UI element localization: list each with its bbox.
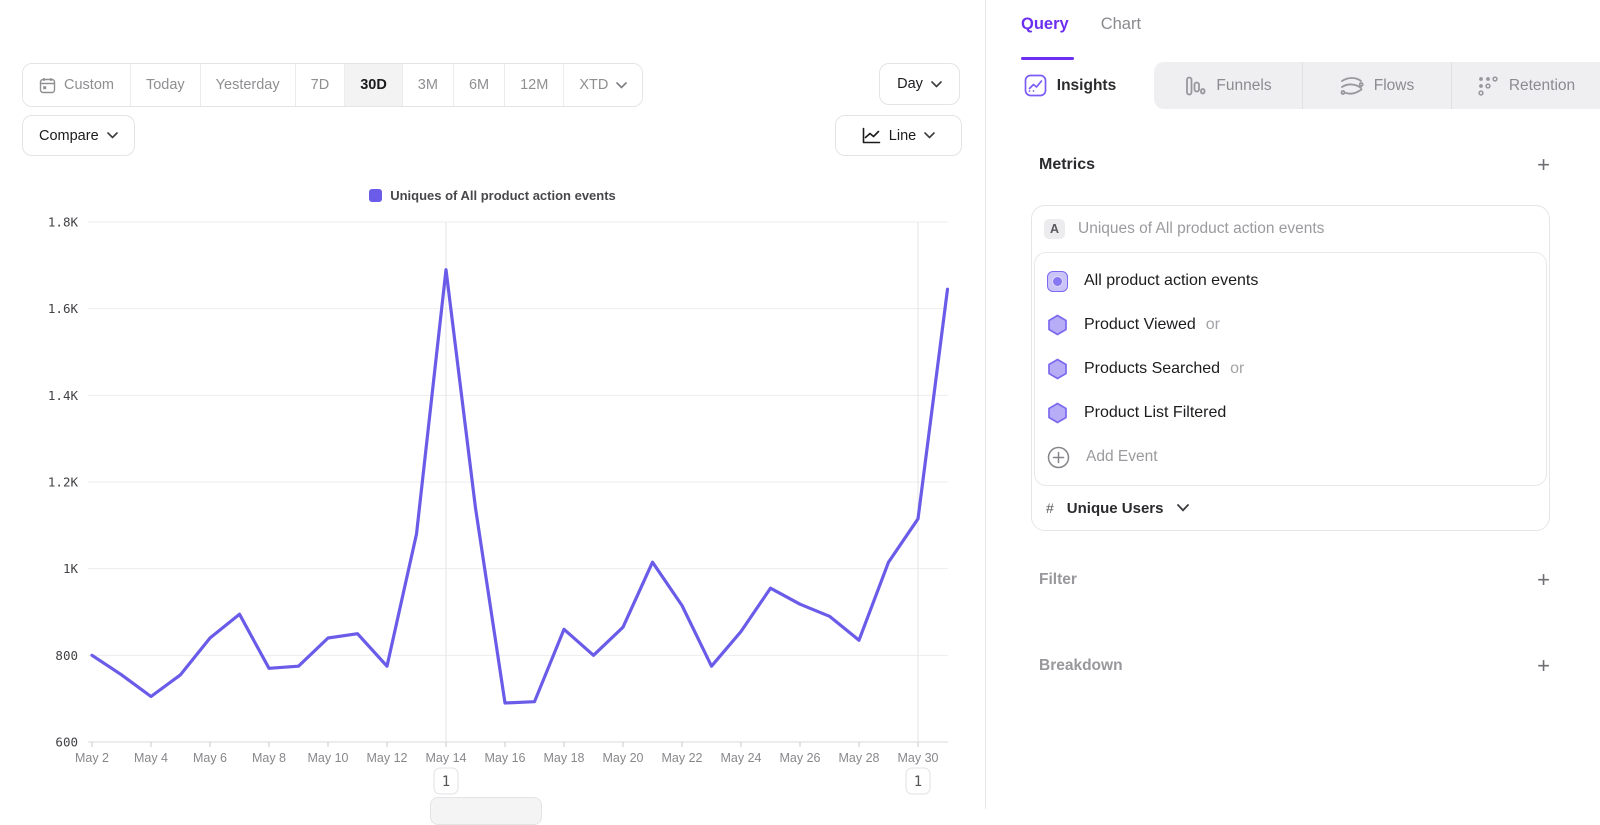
add-breakdown-icon[interactable]: + (1537, 653, 1550, 678)
report-type-tabs: Insights Funnels Flows (986, 62, 1600, 109)
add-metric-icon[interactable]: + (1537, 152, 1550, 177)
chart-type-button[interactable]: Line (835, 115, 962, 156)
add-filter-icon[interactable]: + (1537, 567, 1550, 592)
filter-title: Filter (1039, 571, 1077, 588)
calendar-icon (39, 77, 56, 93)
measurement-selector[interactable]: # Unique Users (1034, 486, 1547, 530)
chevron-down-icon (931, 80, 942, 88)
active-tab-underline (1021, 57, 1074, 60)
svg-text:May 4: May 4 (134, 751, 168, 765)
insights-icon (1024, 74, 1047, 97)
range-xtd[interactable]: XTD (563, 64, 643, 106)
tab-label: Insights (1056, 76, 1117, 94)
event-hexagon-icon (1048, 314, 1067, 336)
all-events-icon (1047, 270, 1068, 292)
svg-text:May 16: May 16 (485, 751, 526, 765)
range-today[interactable]: Today (129, 64, 200, 106)
svg-text:1.6K: 1.6K (48, 301, 79, 316)
svg-text:600: 600 (55, 735, 78, 750)
chevron-down-icon (106, 132, 118, 139)
svg-text:May 2: May 2 (75, 751, 109, 765)
chevron-down-icon (1176, 504, 1189, 512)
tab-funnels[interactable]: Funnels (1154, 62, 1302, 109)
event-list: All product action events Product Viewed… (1034, 252, 1547, 486)
tab-label: Funnels (1216, 76, 1272, 94)
breakdown-title: Breakdown (1039, 657, 1123, 674)
svg-text:1: 1 (914, 774, 922, 790)
compare-button[interactable]: Compare (22, 115, 135, 156)
range-3m[interactable]: 3M (401, 64, 453, 106)
tab-query[interactable]: Query (1021, 15, 1069, 33)
filter-header: Filter + (1031, 567, 1550, 592)
bottom-partial-control[interactable] (430, 797, 542, 825)
range-custom[interactable]: Custom (23, 64, 130, 106)
svg-text:1K: 1K (63, 561, 79, 576)
event-row[interactable]: Product List Filtered (1035, 391, 1546, 435)
metric-card: A Uniques of All product action events A… (1031, 205, 1550, 531)
svg-text:May 20: May 20 (603, 751, 644, 765)
chart-area: Custom Today Yesterday 7D 30D 3M 6M 12M … (0, 0, 985, 825)
retention-icon (1478, 75, 1498, 96)
tab-label: Retention (1508, 76, 1576, 94)
svg-text:May 30: May 30 (898, 751, 939, 765)
event-hexagon-icon (1048, 402, 1067, 424)
date-range-picker: Custom Today Yesterday 7D 30D 3M 6M 12M … (22, 63, 644, 107)
svg-text:May 26: May 26 (780, 751, 821, 765)
svg-text:1.8K: 1.8K (48, 215, 79, 230)
query-panel: Query Chart Insights Funnels (985, 0, 1600, 809)
legend-swatch (369, 189, 383, 202)
range-6m[interactable]: 6M (452, 64, 505, 106)
tab-label: Flows (1373, 76, 1415, 94)
svg-text:May 22: May 22 (662, 751, 703, 765)
query-builder: Metrics + A Uniques of All product actio… (986, 109, 1600, 809)
svg-text:May 6: May 6 (193, 751, 227, 765)
event-row[interactable]: Products Searched or (1035, 347, 1546, 391)
panel-top-tabs: Query Chart (986, 0, 1600, 34)
hash-icon: # (1046, 500, 1054, 516)
breakdown-header: Breakdown + (1031, 653, 1550, 678)
svg-text:May 12: May 12 (367, 751, 408, 765)
svg-text:1.2K: 1.2K (48, 475, 79, 490)
svg-text:May 8: May 8 (252, 751, 286, 765)
range-7d[interactable]: 7D (294, 64, 345, 106)
metric-group-title: Uniques of All product action events (1078, 220, 1325, 237)
svg-text:May 14: May 14 (426, 751, 467, 765)
chart-legend: Uniques of All product action events (0, 188, 985, 203)
svg-text:May 24: May 24 (721, 751, 762, 765)
metrics-header: Metrics + (1031, 152, 1550, 177)
plus-circle-icon (1047, 446, 1070, 468)
svg-text:May 10: May 10 (308, 751, 349, 765)
event-row[interactable]: Product Viewed or (1035, 303, 1546, 347)
tab-insights[interactable]: Insights (986, 62, 1154, 109)
tab-flows[interactable]: Flows (1302, 62, 1451, 109)
chevron-down-icon (924, 132, 936, 139)
tab-retention[interactable]: Retention (1451, 62, 1600, 109)
metric-group-header[interactable]: A Uniques of All product action events (1034, 206, 1547, 252)
range-30d[interactable]: 30D (344, 64, 402, 106)
range-12m[interactable]: 12M (504, 64, 564, 106)
add-event-button[interactable]: Add Event (1035, 435, 1546, 479)
svg-text:800: 800 (55, 648, 78, 663)
inactive-tabs-group: Funnels Flows Retention (1154, 62, 1600, 109)
svg-text:May 18: May 18 (544, 751, 585, 765)
range-label: Custom (64, 77, 114, 93)
svg-text:1.4K: 1.4K (48, 388, 79, 403)
metric-letter-badge: A (1044, 219, 1065, 239)
legend-label: Uniques of All product action events (390, 188, 616, 203)
svg-text:1: 1 (442, 774, 450, 790)
granularity-button[interactable]: Day (879, 63, 960, 105)
svg-text:May 28: May 28 (839, 751, 880, 765)
metrics-title: Metrics (1039, 156, 1096, 173)
range-yesterday[interactable]: Yesterday (199, 64, 295, 106)
funnels-icon (1186, 76, 1206, 95)
line-chart-icon (862, 127, 881, 144)
event-row[interactable]: All product action events (1035, 259, 1546, 303)
chevron-down-icon (616, 81, 628, 89)
tab-chart[interactable]: Chart (1100, 15, 1142, 33)
event-hexagon-icon (1048, 358, 1067, 380)
flows-icon (1340, 76, 1364, 95)
